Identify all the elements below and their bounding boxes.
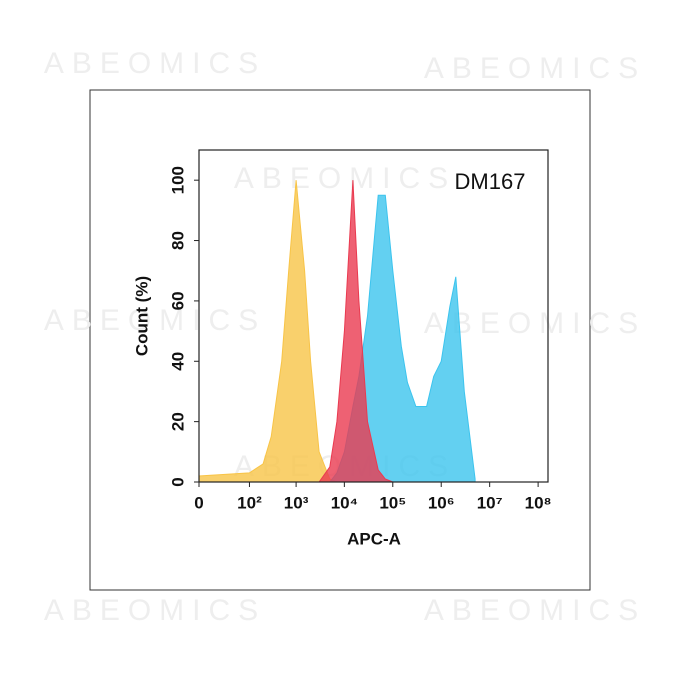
annotation: DM167 xyxy=(455,169,526,194)
y-axis-label: Count (%) xyxy=(132,276,151,356)
x-tick-label: 10⁶ xyxy=(428,493,455,512)
outer-frame xyxy=(89,89,591,591)
x-tick-label: 10⁷ xyxy=(477,493,503,512)
x-tick-label: 10⁵ xyxy=(379,493,406,512)
x-axis-label: APC-A xyxy=(347,529,401,548)
y-tick-label: 100 xyxy=(168,166,187,194)
y-tick-label: 0 xyxy=(168,477,187,486)
x-tick-label: 10³ xyxy=(284,493,309,512)
y-tick-label: 40 xyxy=(168,352,187,371)
y-tick-label: 80 xyxy=(168,231,187,250)
x-tick-label: 10² xyxy=(237,493,262,512)
x-tick-label: 0 xyxy=(194,493,203,512)
y-tick-label: 60 xyxy=(168,291,187,310)
watermark: ABEOMICS xyxy=(44,47,266,80)
watermark: ABEOMICS xyxy=(424,594,646,627)
watermark: ABEOMICS xyxy=(234,162,456,195)
watermark: ABEOMICS xyxy=(424,52,646,85)
x-tick-label: 10⁸ xyxy=(525,493,552,512)
watermark: ABEOMICS xyxy=(44,594,266,627)
x-tick-label: 10⁴ xyxy=(331,493,358,512)
watermark: ABEOMICS xyxy=(44,304,266,337)
y-tick-label: 20 xyxy=(168,412,187,431)
plot-frame xyxy=(198,149,549,483)
